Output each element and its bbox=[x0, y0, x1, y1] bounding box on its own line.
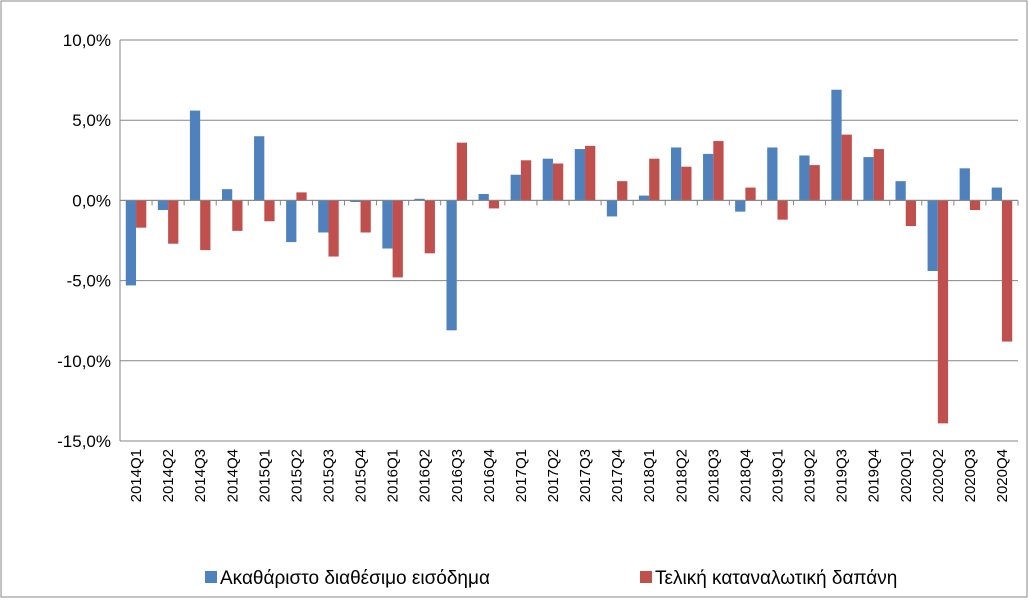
bar bbox=[831, 89, 842, 201]
bar bbox=[382, 200, 393, 249]
bar bbox=[991, 187, 1002, 201]
x-tick-label: 2016Q4 bbox=[481, 449, 498, 502]
bar bbox=[296, 192, 307, 201]
bar bbox=[478, 193, 489, 201]
bar bbox=[232, 200, 243, 231]
x-tick-label: 2015Q4 bbox=[353, 449, 370, 502]
x-tick-label: 2015Q1 bbox=[256, 449, 273, 502]
bar bbox=[606, 200, 618, 217]
bar bbox=[585, 145, 596, 201]
bar bbox=[905, 200, 917, 227]
bar bbox=[456, 142, 468, 201]
x-tick-label: 2017Q2 bbox=[545, 449, 562, 502]
x-tick-label: 2019Q4 bbox=[866, 449, 883, 502]
bar bbox=[638, 195, 650, 201]
x-tick-label: 2017Q1 bbox=[513, 449, 530, 502]
y-tick-label: 0,0% bbox=[72, 191, 111, 210]
bar bbox=[264, 200, 275, 222]
bar bbox=[168, 200, 179, 244]
bar bbox=[510, 174, 521, 201]
bar bbox=[200, 200, 211, 251]
x-tick-label: 2020Q1 bbox=[898, 449, 915, 502]
bar bbox=[552, 163, 564, 201]
bar bbox=[157, 200, 169, 211]
bar bbox=[863, 157, 874, 201]
bar bbox=[574, 149, 586, 201]
x-tick-label: 2014Q1 bbox=[128, 449, 145, 502]
x-tick-label: 2015Q3 bbox=[320, 449, 337, 502]
bar bbox=[136, 200, 147, 228]
bar bbox=[424, 200, 435, 254]
bar bbox=[927, 200, 938, 271]
bar bbox=[254, 136, 265, 201]
x-tick-label: 2019Q1 bbox=[769, 449, 786, 502]
bar bbox=[286, 200, 297, 243]
x-tick-label: 2014Q2 bbox=[160, 449, 177, 502]
bar bbox=[735, 200, 746, 212]
bar bbox=[520, 160, 532, 201]
bar bbox=[125, 200, 137, 286]
bar bbox=[617, 181, 628, 201]
x-tick-label: 2017Q4 bbox=[609, 449, 626, 502]
bar bbox=[670, 147, 682, 201]
y-tick-label: 10,0% bbox=[63, 31, 111, 50]
x-tick-label: 2014Q4 bbox=[224, 449, 241, 502]
bar bbox=[767, 147, 778, 201]
bar bbox=[873, 149, 884, 201]
x-tick-label: 2019Q2 bbox=[802, 449, 819, 502]
x-tick-label: 2018Q2 bbox=[673, 449, 690, 502]
bar bbox=[841, 134, 852, 201]
x-tick-label: 2014Q3 bbox=[192, 449, 209, 502]
bar bbox=[895, 181, 906, 201]
bar bbox=[799, 155, 810, 201]
bar bbox=[681, 166, 692, 201]
y-tick-label: -15,0% bbox=[57, 432, 111, 451]
y-tick-label: -10,0% bbox=[57, 352, 111, 371]
bar bbox=[777, 200, 788, 220]
x-tick-label: 2020Q3 bbox=[962, 449, 979, 502]
x-tick-label: 2019Q3 bbox=[834, 449, 851, 502]
y-tick-label: 5,0% bbox=[72, 111, 111, 130]
x-tick-label: 2017Q3 bbox=[577, 449, 594, 502]
bar bbox=[189, 110, 201, 201]
bar bbox=[809, 165, 820, 201]
bar bbox=[392, 200, 403, 278]
x-tick-label: 2018Q4 bbox=[737, 449, 754, 502]
bar bbox=[937, 200, 949, 424]
bar bbox=[318, 200, 329, 233]
x-tick-label: 2016Q3 bbox=[449, 449, 466, 502]
bar bbox=[488, 200, 500, 209]
bar bbox=[959, 168, 970, 201]
bar bbox=[446, 200, 457, 331]
x-tick-label: 2018Q3 bbox=[705, 449, 722, 502]
bar bbox=[542, 158, 553, 201]
bar bbox=[360, 200, 371, 233]
bar bbox=[969, 200, 981, 211]
legend-label: Ακαθάριστο διαθέσιμο εισόδημα bbox=[220, 568, 490, 589]
bar bbox=[328, 200, 339, 257]
x-tick-label: 2018Q1 bbox=[641, 449, 658, 502]
bar bbox=[745, 187, 756, 201]
x-tick-label: 2015Q2 bbox=[288, 449, 305, 502]
x-tick-label: 2020Q2 bbox=[930, 449, 947, 502]
x-tick-label: 2020Q4 bbox=[994, 449, 1011, 502]
x-tick-label: 2016Q1 bbox=[385, 449, 402, 502]
bar bbox=[649, 158, 660, 201]
bar bbox=[414, 198, 425, 201]
bar bbox=[1001, 200, 1013, 342]
bar bbox=[221, 189, 233, 201]
bar bbox=[350, 200, 361, 203]
y-tick-label: -5,0% bbox=[67, 272, 111, 291]
bar bbox=[713, 141, 724, 201]
legend-swatch bbox=[640, 571, 652, 583]
legend-label: Τελική καταναλωτική δαπάνη bbox=[655, 568, 897, 589]
x-tick-label: 2016Q2 bbox=[417, 449, 434, 502]
bar bbox=[703, 153, 714, 201]
legend-swatch bbox=[205, 571, 217, 583]
